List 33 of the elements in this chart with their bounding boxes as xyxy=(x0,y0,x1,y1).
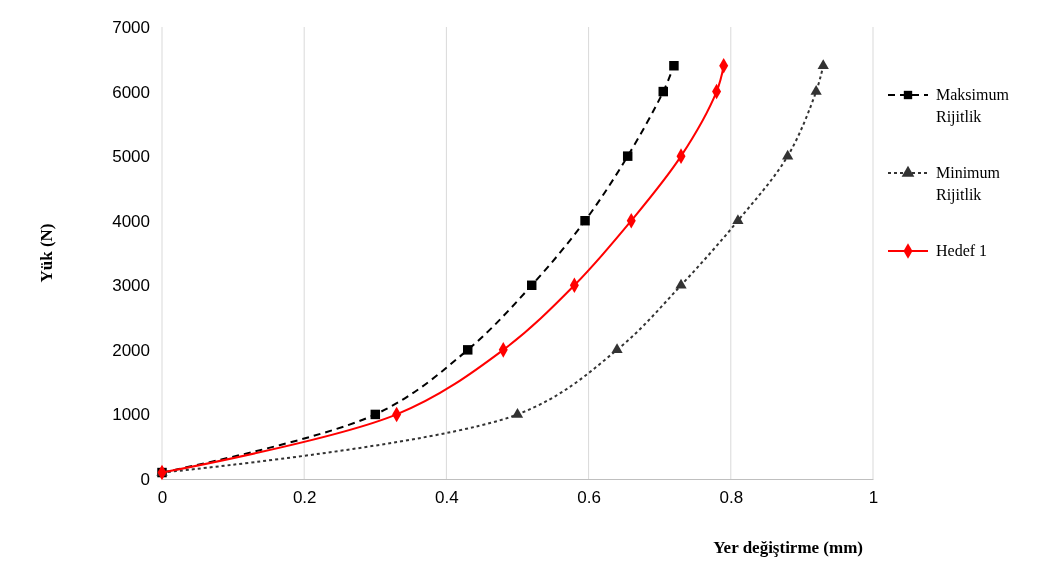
point xyxy=(732,214,744,224)
point xyxy=(658,86,668,97)
point xyxy=(675,278,687,289)
x-axis-title: Yer değiştirme (mm) xyxy=(713,538,863,557)
point xyxy=(669,61,679,71)
point xyxy=(462,345,473,355)
y-tick-label: 5000 xyxy=(112,147,150,167)
y-tick-label: 7000 xyxy=(112,17,150,37)
x-tick-label: 0.2 xyxy=(292,488,317,508)
x-tick-label: 0.4 xyxy=(435,488,459,508)
legend-label: Hedef 1 xyxy=(936,242,988,259)
point xyxy=(622,151,633,161)
point xyxy=(611,343,623,354)
point xyxy=(782,149,794,160)
legend-label: Minimum Rijitlik xyxy=(936,164,1001,204)
y-axis-title: Yük (N) xyxy=(37,223,56,283)
point xyxy=(370,409,381,420)
x-tick-label: 0.8 xyxy=(719,488,744,508)
y-tick-label: 6000 xyxy=(112,82,150,102)
y-tick-label: 3000 xyxy=(112,276,150,296)
y-tick-label: 2000 xyxy=(112,340,150,360)
point xyxy=(817,59,829,69)
y-tick-label: 4000 xyxy=(112,211,150,231)
point xyxy=(526,280,537,291)
point xyxy=(810,85,822,95)
x-tick-label: 0.6 xyxy=(577,488,601,508)
y-tick-label: 0 xyxy=(140,469,150,489)
y-tick-label: 1000 xyxy=(112,405,150,425)
x-tick-label: 1 xyxy=(868,488,879,508)
x-tick-label: 0 xyxy=(157,488,168,508)
legend-label: Maksimum Rijitlik xyxy=(936,86,1010,126)
point xyxy=(511,407,524,418)
point xyxy=(580,215,590,226)
